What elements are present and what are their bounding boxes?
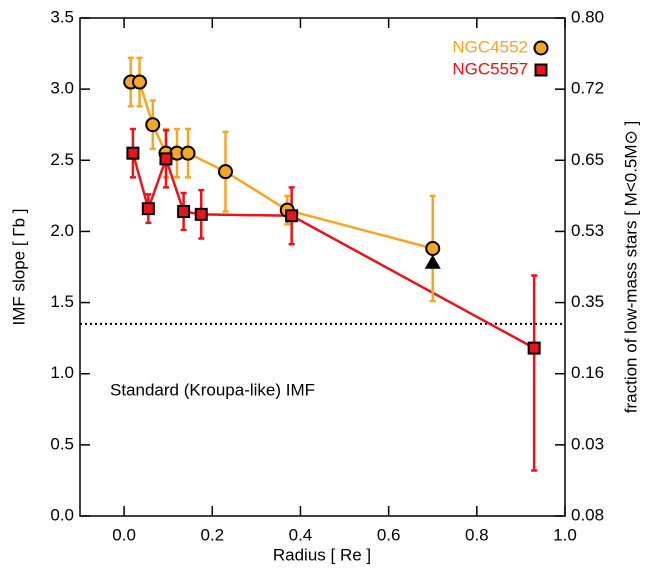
- y2-tick-label: 0.35: [571, 292, 604, 311]
- legend-label: NGC5557: [452, 59, 528, 78]
- y2-tick-label: 0.80: [571, 7, 604, 26]
- x-tick-label: 0.4: [289, 525, 313, 544]
- y-tick-label: 3.0: [50, 79, 74, 98]
- marker-circle: [218, 164, 233, 180]
- y-tick-label: 3.5: [50, 7, 74, 26]
- x-tick-label: 0.6: [377, 525, 401, 544]
- marker-square: [527, 341, 541, 355]
- marker-circle: [132, 74, 148, 90]
- y-tick-label: 2.0: [50, 221, 74, 240]
- marker-square: [141, 202, 155, 216]
- y-tick-label: 1.0: [50, 363, 74, 382]
- y2-tick-label: 0.65: [571, 150, 604, 169]
- legend-marker: [533, 40, 549, 56]
- legend-label: NGC4552: [452, 37, 528, 56]
- y2-tick-label: 0.08: [571, 505, 604, 524]
- y2-tick-label: 0.53: [571, 221, 604, 240]
- legend-marker: [534, 63, 548, 77]
- marker-square: [126, 146, 140, 160]
- y-axis-label: IMF slope [ Γb ]: [9, 208, 28, 325]
- y-tick-label: 2.5: [50, 150, 74, 169]
- marker-circle: [145, 117, 161, 133]
- annotation: Standard (Kroupa-like) IMF: [110, 380, 315, 399]
- marker-triangle: [424, 254, 441, 269]
- y2-axis-label: fraction of low-mass stars [ M<0.5M⊙ ]: [621, 121, 640, 413]
- y-tick-label: 1.5: [50, 292, 74, 311]
- y-tick-label: 0.5: [50, 434, 74, 453]
- y2-tick-label: 0.72: [571, 79, 604, 98]
- marker-square: [285, 209, 299, 223]
- x-tick-label: 0.8: [465, 525, 489, 544]
- y-tick-label: 0.0: [50, 505, 74, 524]
- y2-tick-label: 0.16: [571, 363, 604, 382]
- marker-square: [177, 205, 191, 219]
- y2-tick-label: 0.03: [571, 434, 604, 453]
- marker-circle: [425, 241, 441, 257]
- marker-square: [194, 207, 208, 221]
- marker-square: [159, 152, 173, 166]
- plot-frame: [79, 17, 566, 517]
- error-bar: [531, 274, 538, 472]
- x-tick-label: 0.0: [112, 525, 136, 544]
- x-tick-label: 1.0: [553, 525, 577, 544]
- x-axis-label: Radius [ Re ]: [273, 545, 371, 564]
- x-tick-label: 0.2: [200, 525, 224, 544]
- series-line: [131, 152, 535, 350]
- marker-circle: [180, 145, 196, 161]
